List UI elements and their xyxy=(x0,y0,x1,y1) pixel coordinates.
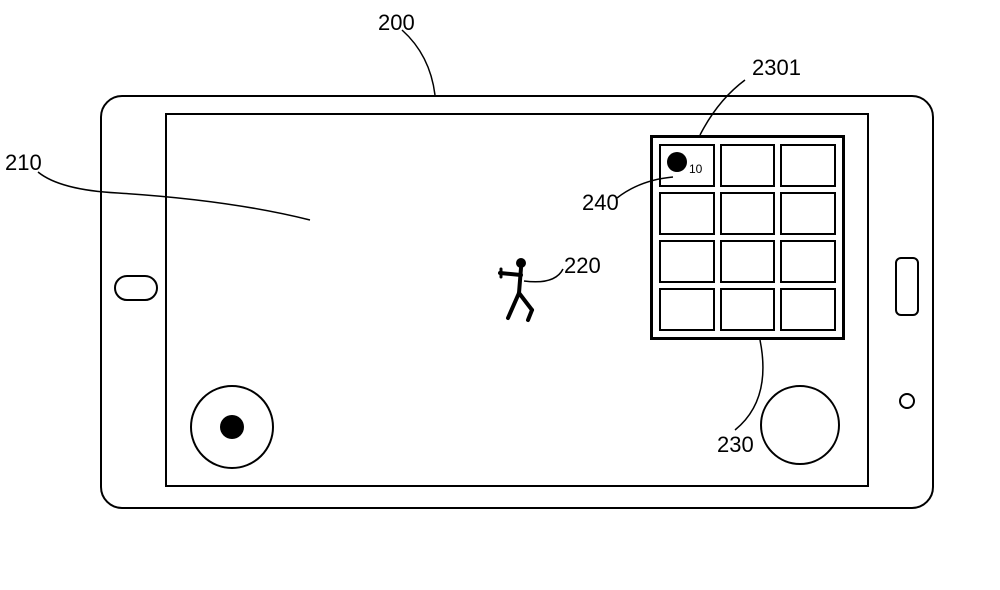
grid-row xyxy=(659,288,836,331)
character-icon xyxy=(494,255,544,325)
speaker-grille xyxy=(895,257,919,316)
label-indicator: 240 xyxy=(582,190,619,216)
label-active-cell: 2301 xyxy=(752,55,801,81)
grid-cell[interactable] xyxy=(780,240,836,283)
label-grid: 230 xyxy=(717,432,754,458)
inventory-grid[interactable]: 10 xyxy=(650,135,845,340)
grid-cell[interactable] xyxy=(720,192,776,235)
camera-dot xyxy=(899,393,915,409)
cell-dot-icon xyxy=(667,152,687,172)
grid-cell[interactable] xyxy=(780,288,836,331)
grid-cell[interactable] xyxy=(780,144,836,187)
home-button[interactable] xyxy=(114,275,158,301)
label-character: 220 xyxy=(564,253,601,279)
label-device: 200 xyxy=(378,10,415,36)
joystick-left[interactable] xyxy=(190,385,274,469)
grid-cell[interactable] xyxy=(720,240,776,283)
grid-cell[interactable] xyxy=(720,288,776,331)
grid-cell[interactable] xyxy=(659,192,715,235)
grid-row xyxy=(659,192,836,235)
diagram-canvas: 10 200 210 220 230 2301 240 xyxy=(0,0,1000,590)
grid-cell[interactable] xyxy=(659,288,715,331)
grid-cell[interactable]: 10 xyxy=(659,144,715,187)
cell-badge-value: 10 xyxy=(689,162,702,176)
grid-row xyxy=(659,240,836,283)
label-screen: 210 xyxy=(5,150,42,176)
grid-row: 10 xyxy=(659,144,836,187)
grid-cell[interactable] xyxy=(720,144,776,187)
grid-cell[interactable] xyxy=(659,240,715,283)
joystick-left-thumb xyxy=(220,415,244,439)
grid-cell[interactable] xyxy=(780,192,836,235)
joystick-right[interactable] xyxy=(760,385,840,465)
